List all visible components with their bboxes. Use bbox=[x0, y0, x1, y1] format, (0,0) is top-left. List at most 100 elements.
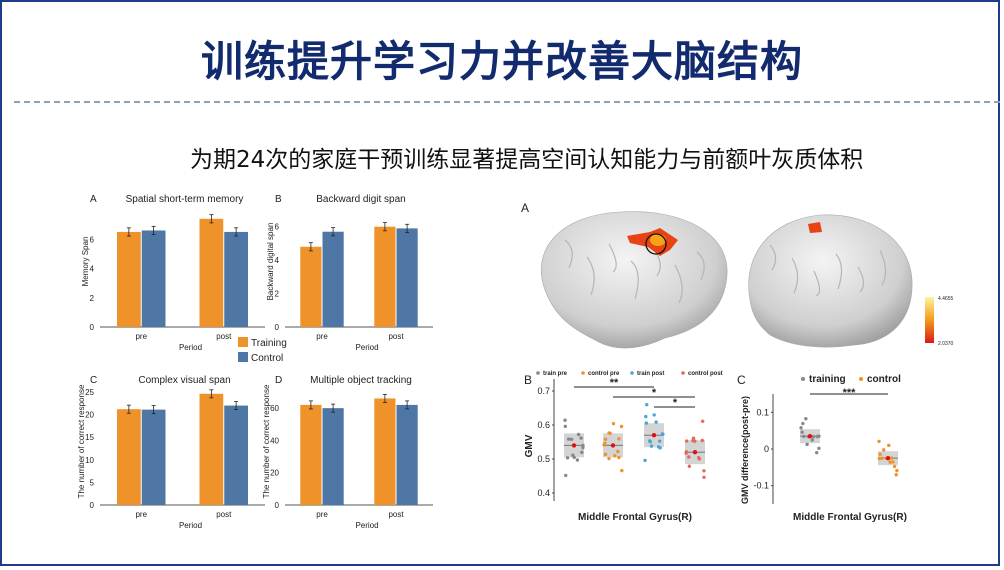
bar-control bbox=[141, 409, 166, 505]
panelC-mean-point bbox=[807, 433, 813, 439]
x-tick-label: post bbox=[216, 510, 232, 519]
panelC-legend-label: training bbox=[809, 374, 846, 385]
panel-label-A: A bbox=[90, 194, 97, 205]
bar-training bbox=[300, 404, 322, 505]
brain-right-medial bbox=[748, 214, 913, 348]
panelB-data-point bbox=[564, 473, 568, 478]
panelB-data-point bbox=[696, 455, 701, 460]
brain-sulcus bbox=[630, 260, 639, 300]
bar-control bbox=[224, 405, 248, 505]
y-tick-label: 0 bbox=[90, 323, 95, 332]
y-tick-label: 20 bbox=[85, 411, 94, 420]
panelB-data-point bbox=[652, 413, 656, 417]
panelB-y-label: GMV bbox=[524, 434, 535, 457]
panelB-data-point bbox=[572, 455, 576, 460]
roi-circle bbox=[645, 233, 667, 255]
panelB-data-point bbox=[656, 445, 661, 449]
title-divider bbox=[14, 101, 1000, 103]
panelB-data-point bbox=[702, 469, 706, 473]
bar-training bbox=[199, 218, 224, 327]
panelC-data-point bbox=[804, 417, 808, 421]
bar-training bbox=[374, 226, 396, 327]
panelC-legend-dot bbox=[859, 377, 863, 381]
panelC-data-point bbox=[800, 430, 804, 434]
panelC-legend-label: control bbox=[867, 374, 901, 385]
panelC-data-point bbox=[889, 456, 894, 460]
panelB-data-point bbox=[616, 449, 620, 454]
bar-control bbox=[396, 228, 418, 327]
panelB-data-point bbox=[691, 436, 696, 440]
x-tick-label: pre bbox=[316, 510, 328, 519]
panelB-legend-dot bbox=[581, 371, 585, 375]
x-axis-label-D: Period bbox=[355, 521, 378, 530]
slide-title: 训练提升学习力并改善大脑结构 bbox=[200, 37, 803, 86]
brain-sulcus bbox=[608, 243, 617, 273]
panelB-data-point bbox=[613, 454, 617, 458]
panelC-legend-dot bbox=[801, 377, 805, 381]
panelB-data-point bbox=[603, 437, 608, 441]
panelB-data-point bbox=[619, 424, 624, 429]
panelB-y-tick: 0.4 bbox=[537, 488, 550, 498]
activation-cluster-medial bbox=[808, 222, 822, 233]
bar-control bbox=[322, 231, 344, 327]
brain-sulcus bbox=[813, 270, 821, 297]
y-tick-label: 0 bbox=[90, 501, 95, 510]
sig-label: * bbox=[652, 387, 657, 399]
bar-training bbox=[374, 398, 396, 505]
panelB-data-point bbox=[581, 445, 585, 450]
y-tick-label: 2 bbox=[275, 290, 280, 299]
brain-sulcus bbox=[564, 239, 573, 269]
panelB-data-point bbox=[617, 455, 621, 460]
x-tick-label: post bbox=[216, 332, 232, 341]
panelC-y-tick: -0.1 bbox=[753, 481, 769, 491]
y-axis-label-C: The number of correct response bbox=[77, 384, 86, 498]
panelB-y-tick: 0.6 bbox=[537, 420, 550, 430]
y-tick-label: 4 bbox=[90, 265, 95, 274]
y-axis-label-D: The number of correct response bbox=[262, 384, 271, 498]
panelC-data-point bbox=[880, 456, 884, 460]
panelB-mean-point bbox=[610, 443, 616, 448]
panelB-data-point bbox=[700, 438, 704, 443]
panelC-data-point bbox=[799, 426, 803, 430]
brain-sulcus bbox=[857, 266, 865, 293]
panel-label-B: B bbox=[275, 194, 282, 205]
panelC-data-point bbox=[801, 421, 805, 426]
sig-label: * bbox=[673, 397, 678, 409]
panelB-y-tick: 0.7 bbox=[537, 386, 550, 396]
panelB-data-point bbox=[684, 439, 689, 443]
brain-panel-label: A bbox=[521, 201, 529, 215]
y-tick-label: 25 bbox=[85, 388, 94, 397]
bar-training bbox=[199, 393, 224, 505]
bar-training bbox=[117, 231, 141, 327]
panelC-data-point bbox=[877, 456, 881, 461]
x-tick-label: pre bbox=[135, 332, 147, 341]
panelC-data-point bbox=[888, 460, 892, 464]
y-tick-label: 10 bbox=[85, 456, 94, 465]
y-tick-label: 5 bbox=[90, 478, 95, 487]
panelB-data-point bbox=[617, 437, 621, 441]
panelC-data-point bbox=[892, 464, 897, 469]
panelC-data-point bbox=[810, 438, 814, 442]
panelC-mean-point bbox=[885, 455, 891, 461]
panelB-data-point bbox=[648, 439, 652, 443]
panelB-data-point bbox=[563, 424, 567, 429]
brain-left-lateral bbox=[540, 211, 728, 349]
panelB-mean-point bbox=[651, 433, 657, 438]
panelC-data-point bbox=[811, 434, 816, 439]
panelC-y-tick: 0.1 bbox=[756, 407, 769, 417]
panelB-data-point bbox=[644, 414, 648, 419]
panelC-data-point bbox=[877, 439, 881, 444]
brain-sulcus bbox=[586, 256, 595, 296]
panelB-y-tick: 0.5 bbox=[537, 454, 550, 464]
panelC-data-point bbox=[887, 443, 891, 448]
legend-label-training: Training bbox=[251, 338, 287, 349]
y-tick-label: 40 bbox=[270, 436, 279, 445]
panelC-data-point bbox=[802, 434, 806, 439]
panelB-data-point bbox=[579, 436, 583, 440]
panelB-data-point bbox=[645, 402, 649, 407]
x-axis-label-C: Period bbox=[179, 521, 202, 530]
panelB-x-label: Middle Frontal Gyrus(R) bbox=[578, 512, 692, 523]
panelB-mean-point bbox=[571, 443, 577, 448]
